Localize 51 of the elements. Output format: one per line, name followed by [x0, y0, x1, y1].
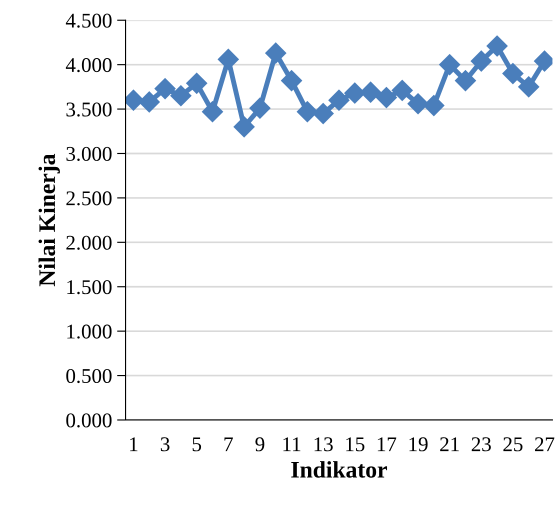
- point: [202, 101, 224, 122]
- y-tick-label: 2.000: [66, 236, 112, 250]
- point: [376, 87, 397, 108]
- x-tick-label: 27: [535, 437, 554, 452]
- y-tick-label: 1.500: [67, 280, 112, 294]
- x-tick-label: 25: [503, 437, 522, 452]
- point: [154, 78, 176, 100]
- point: [186, 72, 208, 94]
- x-tick-label: 17: [378, 437, 396, 452]
- point: [518, 76, 540, 98]
- point: [439, 54, 460, 76]
- point: [281, 70, 302, 92]
- x-tick-label: 5: [192, 437, 202, 452]
- point: [170, 85, 192, 106]
- point: [234, 116, 255, 138]
- x-tick-label: 7: [224, 437, 233, 452]
- y-tick-label: 4.000: [66, 58, 112, 72]
- y-tick-label: 2.500: [66, 191, 112, 206]
- x-tick-label: 1: [130, 437, 138, 452]
- point: [249, 98, 270, 119]
- point: [265, 42, 286, 64]
- x-tick-label: 11: [283, 437, 300, 452]
- point: [218, 48, 239, 70]
- y-tick-label: 1.000: [67, 324, 112, 339]
- point: [138, 91, 160, 112]
- point: [392, 80, 413, 101]
- x-tick-label: 13: [314, 437, 333, 452]
- point: [470, 50, 492, 72]
- x-tick-label: 23: [472, 437, 491, 452]
- point: [360, 82, 382, 103]
- point: [454, 70, 476, 92]
- point: [344, 82, 366, 104]
- x-tick-label: 3: [160, 437, 170, 452]
- x-tick-label: 9: [255, 437, 264, 452]
- point: [312, 102, 334, 124]
- y-tick-label: 0.000: [66, 413, 112, 428]
- x-tick-label: 19: [409, 437, 428, 452]
- y-tick-label: 3.000: [66, 146, 112, 162]
- y-tick-label: 3.500: [66, 102, 112, 117]
- point: [486, 35, 508, 57]
- point: [296, 101, 318, 122]
- point: [328, 90, 350, 111]
- point: [502, 63, 524, 84]
- point: [408, 93, 429, 114]
- x-tick-label: 15: [346, 437, 364, 452]
- y-tick-label: 4.500: [66, 14, 112, 28]
- point: [423, 95, 444, 116]
- x-axis-title: Indikator: [291, 461, 388, 478]
- y-tick-label: 0.500: [66, 368, 112, 384]
- y-axis-title: Nilai Kinerja: [38, 154, 60, 286]
- x-tick-label: 21: [440, 437, 459, 452]
